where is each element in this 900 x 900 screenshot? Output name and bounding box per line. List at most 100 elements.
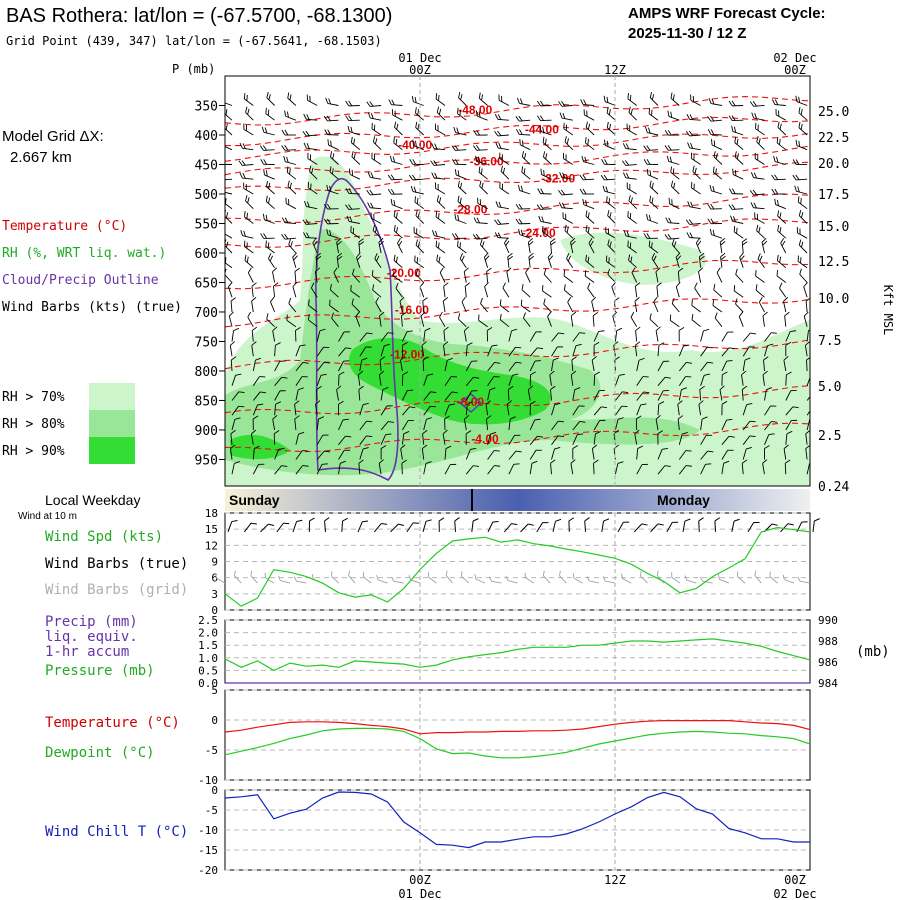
- wind-barb: [657, 390, 670, 401]
- wind-barb: [785, 419, 798, 431]
- wind-barb: [421, 341, 427, 357]
- wind-barb: [606, 121, 616, 136]
- wind-barb: [479, 180, 488, 195]
- wind-barb: [266, 91, 275, 106]
- wind-barb: [657, 430, 663, 445]
- model-grid-value: 2.667 km: [10, 149, 72, 166]
- wind-barb: [529, 435, 544, 445]
- wind-barb: [636, 445, 644, 460]
- wind-barb: [742, 357, 751, 372]
- wind-barb: [451, 145, 467, 151]
- wind-barb: [525, 267, 531, 283]
- wind-barb: [475, 155, 488, 165]
- wind-barb: [734, 151, 744, 165]
- wind-barb: [487, 387, 496, 401]
- wind-barb: [593, 431, 601, 445]
- wind-barb: [783, 296, 789, 313]
- wind-barb: [508, 361, 522, 372]
- precip-tick-label: 0.0: [198, 677, 218, 690]
- pressure-tick-label: 600: [195, 247, 218, 262]
- temperature-contours: -48.00 -44.00 -40.00 -36.00 -32.00 -28.00 -24.…: [225, 96, 810, 453]
- wind-barb: [712, 166, 723, 180]
- wind-barb: [472, 145, 488, 151]
- wind-barb: [700, 434, 713, 445]
- wind-barb: [690, 94, 701, 106]
- wind-barb: [587, 282, 595, 298]
- wind-barb: [776, 270, 787, 283]
- true-wind-barb: [682, 518, 691, 532]
- wind-barb: [691, 299, 701, 313]
- temperature-tick-label: 0: [211, 714, 218, 727]
- temperature-contour-label: -24.00: [522, 226, 556, 240]
- wind-barb: [473, 217, 488, 224]
- wind-barb: [281, 233, 296, 240]
- date-tick-bottom-label: 01 Dec: [398, 887, 441, 900]
- wind-barb: [252, 445, 260, 460]
- true-wind-barb: [666, 521, 679, 533]
- wind-barb: [371, 152, 382, 165]
- wind-barb: [671, 297, 680, 313]
- pressure-label: Pressure (mb): [45, 663, 155, 679]
- wind-barb: [657, 376, 671, 386]
- wind-barb: [566, 253, 574, 268]
- wind-barb: [415, 239, 425, 254]
- wind-barb: [757, 253, 765, 268]
- wind-barb: [487, 362, 501, 372]
- precip-tick-label: 2.5: [198, 614, 218, 627]
- date-tick-bottom-label: 02 Dec: [773, 887, 816, 900]
- wind-barb: [572, 332, 586, 342]
- wind-barb: [675, 282, 681, 298]
- legend-rh90-swatch: [89, 437, 135, 464]
- grid-wind-barb: [639, 571, 648, 584]
- grid-wind-barb: [671, 572, 681, 584]
- wind-barb: [678, 362, 693, 372]
- wind-barb: [303, 113, 318, 121]
- wind-barb: [393, 137, 403, 151]
- wind-barb: [579, 188, 595, 195]
- kft-tick-label: 17.5: [818, 188, 849, 203]
- wind-barb: [622, 143, 637, 151]
- wind-barb: [593, 371, 601, 386]
- wind-barb: [602, 185, 616, 195]
- kft-tick-label: 15.0: [818, 220, 849, 235]
- wind-barb: [316, 463, 328, 475]
- wind-barb: [713, 151, 723, 165]
- true-wind-barb: [243, 522, 257, 533]
- wind-barb: [387, 188, 403, 195]
- temperature-contour-label: -4.00: [471, 432, 499, 446]
- pressure-tick-label: 650: [195, 276, 218, 291]
- wind-barb: [516, 97, 531, 106]
- grid-wind-barb: [427, 571, 437, 584]
- wind-barb: [454, 213, 467, 224]
- time-series-panels: 0 3 6 9 12 15 18 0.00.51.01.52.02.5 984 986 988 990…: [198, 507, 838, 877]
- legend-rh70-swatch: [89, 383, 135, 410]
- wind-barb: [487, 344, 498, 357]
- wind-barb: [707, 115, 722, 122]
- pressure-tick-label: 800: [195, 365, 218, 380]
- wind-barb: [421, 444, 428, 460]
- wind-speed-tick-label: 12: [205, 539, 218, 552]
- wind-barb: [700, 463, 712, 475]
- wind-barb: [400, 356, 406, 372]
- pressure-axis-title: P (mb): [172, 62, 215, 76]
- wind-barb: [225, 239, 233, 254]
- wind-barb: [507, 385, 514, 401]
- wind-barb: [268, 253, 275, 268]
- wind-barb: [244, 211, 254, 224]
- wind-barb: [742, 435, 756, 445]
- wind-barb: [395, 282, 403, 298]
- wind-barb: [295, 450, 309, 460]
- wind-barb: [721, 371, 728, 386]
- wind-barb: [463, 267, 469, 283]
- wind-barb: [231, 405, 245, 416]
- wind-barb: [515, 115, 531, 122]
- wind-barb: [614, 461, 624, 475]
- wind-barb: [543, 268, 552, 283]
- wind-barb: [711, 139, 723, 151]
- wind-barb: [603, 95, 616, 106]
- wind-barb: [741, 459, 748, 475]
- wind-barb: [700, 416, 708, 431]
- wind-barb: [359, 420, 373, 431]
- wind-barb: [636, 391, 650, 401]
- cross-section-plot: -48.00 -44.00 -40.00 -36.00 -32.00 -28.00 -24.…: [225, 91, 810, 486]
